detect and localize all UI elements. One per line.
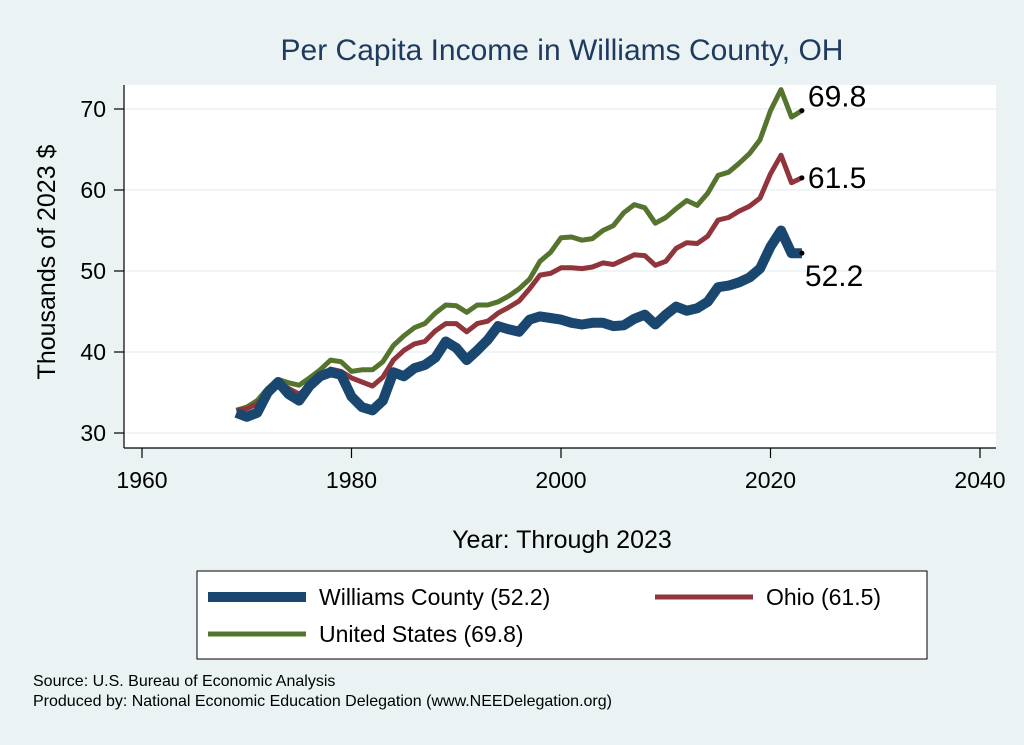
produced-by-note: Produced by: National Economic Education…	[33, 693, 612, 710]
series-line-0	[234, 225, 802, 422]
series-layer	[234, 87, 804, 422]
y-tick-label: 60	[80, 177, 106, 203]
x-tick-label: 2040	[954, 467, 1005, 493]
legend: Williams County (52.2) Ohio (61.5) United …	[196, 570, 928, 660]
end-value-label: 61.5	[808, 162, 866, 195]
legend-box	[196, 570, 928, 660]
series-line-2	[235, 87, 804, 413]
end-point-marker	[799, 175, 805, 181]
x-tick-label: 2000	[535, 467, 586, 493]
y-tick-label: 70	[80, 96, 106, 122]
x-tick-label: 1960	[116, 467, 167, 493]
end-value-label: 52.2	[805, 260, 863, 293]
legend-label: Ohio (61.5)	[766, 584, 881, 610]
x-tick-label: 2020	[745, 467, 796, 493]
end-point-marker	[799, 108, 805, 114]
axes: 30 40 50 60 70 1960 1980 2000 2020 2040	[80, 85, 1006, 493]
y-tick-label: 50	[80, 258, 106, 284]
y-tick-label: 40	[80, 339, 106, 365]
y-tick-label: 30	[80, 420, 106, 446]
x-axis-title: Year: Through 2023	[452, 526, 672, 554]
end-value-label: 69.8	[808, 81, 866, 114]
legend-label: United States (69.8)	[319, 621, 524, 647]
end-point-marker	[799, 250, 805, 256]
source-note: Source: U.S. Bureau of Economic Analysis	[33, 673, 336, 690]
chart-title: Per Capita Income in Williams County, OH	[281, 34, 844, 67]
end-labels: 52.2 61.5 69.8	[799, 81, 866, 293]
y-axis-title: Thousands of 2023 $	[33, 144, 61, 379]
x-tick-label: 1980	[326, 467, 377, 493]
legend-label: Williams County (52.2)	[319, 584, 550, 610]
